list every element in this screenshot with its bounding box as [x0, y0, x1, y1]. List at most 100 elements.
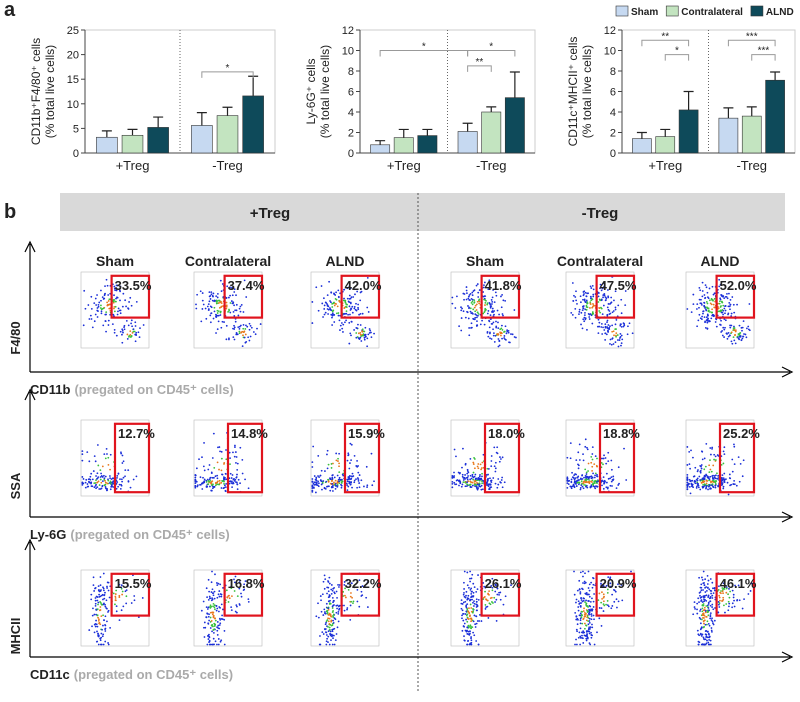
- event-dot: [498, 338, 500, 340]
- event-dot: [616, 487, 618, 489]
- event-dot: [500, 458, 502, 460]
- event-dot: [454, 307, 456, 309]
- event-dot: [341, 322, 343, 324]
- gate-percentage: 25.2%: [723, 426, 760, 441]
- event-dot: [480, 323, 482, 325]
- event-dot: [328, 620, 330, 622]
- bar: [122, 135, 143, 153]
- event-dot: [475, 480, 477, 482]
- event-dot: [620, 345, 622, 347]
- event-dot: [497, 478, 499, 480]
- event-dot: [742, 335, 744, 337]
- event-dot: [88, 460, 90, 462]
- event-dot: [588, 479, 590, 481]
- bar: [482, 112, 501, 153]
- event-dot: [221, 290, 223, 292]
- event-dot: [709, 476, 711, 478]
- event-dot: [700, 591, 702, 593]
- event-dot: [582, 618, 584, 620]
- event-dot: [723, 308, 725, 310]
- event-dot: [722, 482, 724, 484]
- bar: [766, 80, 785, 153]
- event-dot: [467, 618, 469, 620]
- event-dot: [218, 644, 220, 646]
- event-dot: [93, 482, 95, 484]
- event-dot: [506, 331, 508, 333]
- pregate-note: (pregated on CD45⁺ cells): [74, 382, 233, 397]
- event-dot: [706, 286, 708, 288]
- event-dot: [706, 322, 708, 324]
- event-dot: [125, 306, 127, 308]
- event-dot: [321, 303, 323, 305]
- event-dot: [579, 589, 581, 591]
- event-dot: [474, 484, 476, 486]
- event-dot: [582, 576, 584, 578]
- event-dot: [710, 605, 712, 607]
- event-dot: [121, 328, 123, 330]
- event-dot: [210, 298, 212, 300]
- event-dot: [605, 463, 607, 465]
- event-dot: [208, 620, 210, 622]
- event-dot: [332, 615, 334, 617]
- event-dot: [211, 597, 213, 599]
- event-dot: [589, 622, 591, 624]
- event-dot: [206, 596, 208, 598]
- event-dot: [212, 616, 214, 618]
- event-dot: [345, 313, 347, 315]
- event-dot: [133, 328, 135, 330]
- event-dot: [476, 609, 478, 611]
- event-dot: [694, 467, 696, 469]
- event-dot: [610, 607, 612, 609]
- event-dot: [598, 617, 600, 619]
- x-tick-label: +Treg: [116, 158, 150, 173]
- event-dot: [238, 479, 240, 481]
- event-dot: [214, 606, 216, 608]
- event-dot: [96, 641, 98, 643]
- event-dot: [348, 481, 350, 483]
- event-dot: [92, 326, 94, 328]
- event-dot: [474, 586, 476, 588]
- event-dot: [101, 629, 103, 631]
- event-dot: [478, 599, 480, 601]
- event-dot: [120, 312, 122, 314]
- event-dot: [100, 488, 102, 490]
- event-dot: [599, 312, 601, 314]
- event-dot: [233, 325, 235, 327]
- event-dot: [603, 476, 605, 478]
- y-axis-label: F4/80: [8, 321, 23, 354]
- event-dot: [331, 480, 333, 482]
- event-dot: [477, 283, 479, 285]
- event-dot: [471, 481, 473, 483]
- event-dot: [325, 481, 327, 483]
- bar: [191, 125, 212, 153]
- event-dot: [255, 333, 257, 335]
- event-dot: [604, 480, 606, 482]
- event-dot: [249, 323, 251, 325]
- event-dot: [124, 469, 126, 471]
- event-dot: [592, 472, 594, 474]
- event-dot: [98, 594, 100, 596]
- event-dot: [512, 333, 514, 335]
- event-dot: [344, 610, 346, 612]
- event-dot: [366, 486, 368, 488]
- event-dot: [203, 442, 205, 444]
- event-dot: [703, 468, 705, 470]
- event-dot: [249, 329, 251, 331]
- event-dot: [694, 482, 696, 484]
- event-dot: [210, 490, 212, 492]
- event-dot: [113, 294, 115, 296]
- event-dot: [582, 571, 584, 573]
- event-dot: [577, 463, 579, 465]
- event-dot: [330, 616, 332, 618]
- event-dot: [466, 481, 468, 483]
- event-dot: [311, 481, 313, 483]
- event-dot: [334, 477, 336, 479]
- event-dot: [218, 315, 220, 317]
- event-dot: [225, 338, 227, 340]
- event-dot: [135, 334, 137, 336]
- event-dot: [470, 293, 472, 295]
- event-dot: [221, 594, 223, 596]
- event-dot: [119, 300, 121, 302]
- event-dot: [689, 486, 691, 488]
- event-dot: [327, 479, 329, 481]
